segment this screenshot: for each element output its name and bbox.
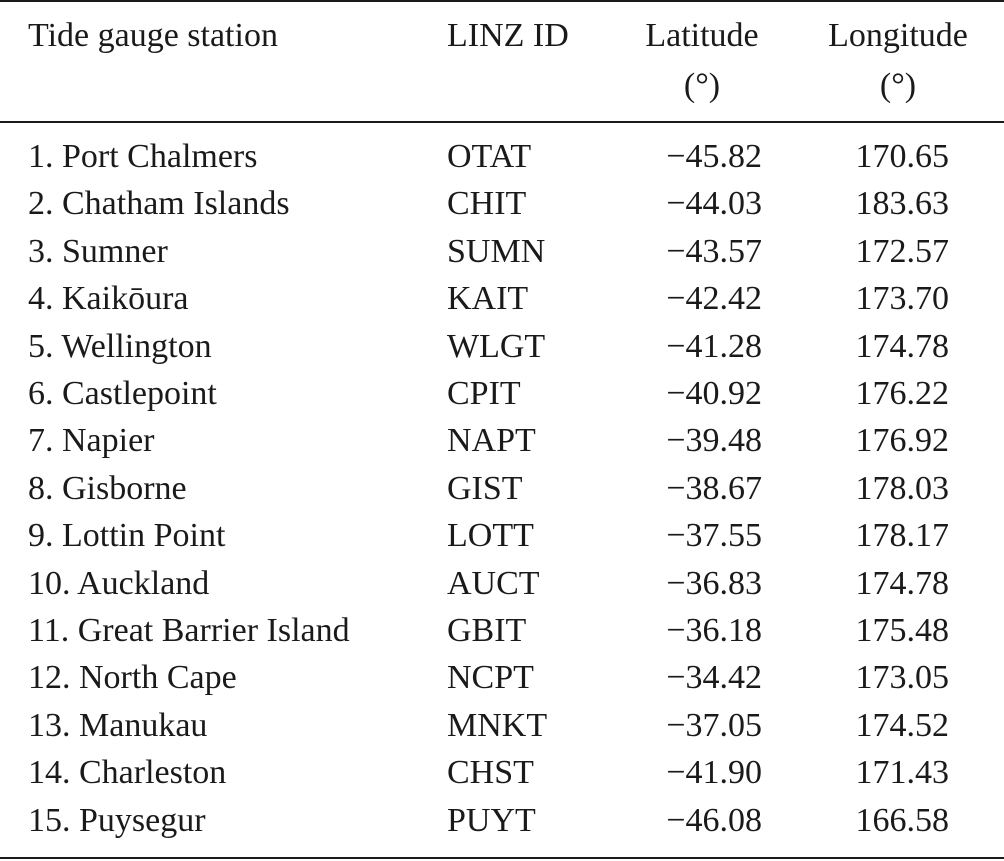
- longitude-value: 173.70: [855, 280, 950, 317]
- longitude-value: 174.78: [855, 565, 950, 602]
- longitude-value: 172.57: [855, 233, 950, 270]
- latitude-value: −41.90: [666, 754, 762, 791]
- longitude-value: 173.05: [855, 659, 950, 696]
- latitude-value: −41.28: [666, 328, 762, 365]
- latitude-value: −40.92: [666, 375, 762, 412]
- linz-id: PUYT: [447, 802, 536, 839]
- station-name: 1. Port Chalmers: [28, 138, 258, 175]
- header-latitude-unit: (°): [683, 67, 721, 104]
- linz-id: MNKT: [447, 707, 548, 744]
- latitude-value: −38.67: [666, 470, 762, 507]
- linz-id: CHIT: [447, 185, 527, 222]
- latitude-value: −39.48: [666, 422, 762, 459]
- station-name: 4. Kaikōura: [28, 280, 189, 317]
- longitude-value: 176.92: [855, 422, 950, 459]
- latitude-value: −45.82: [666, 138, 762, 175]
- linz-id: CHST: [447, 754, 534, 791]
- linz-id: AUCT: [447, 565, 540, 602]
- linz-id: NAPT: [447, 422, 536, 459]
- linz-id: LOTT: [447, 517, 534, 554]
- header-latitude: Latitude: [645, 17, 759, 54]
- station-name: 10. Auckland: [28, 565, 210, 602]
- latitude-value: −36.83: [666, 565, 762, 602]
- latitude-value: −44.03: [666, 185, 762, 222]
- longitude-value: 174.52: [855, 707, 950, 744]
- header-rule: [0, 121, 1004, 123]
- longitude-value: 166.58: [855, 802, 950, 839]
- latitude-value: −37.05: [666, 707, 762, 744]
- station-name: 15. Puysegur: [28, 802, 206, 839]
- longitude-value: 178.17: [855, 517, 950, 554]
- longitude-value: 178.03: [855, 470, 950, 507]
- header-station: Tide gauge station: [28, 17, 278, 54]
- header-linz-id: LINZ ID: [447, 17, 569, 54]
- top-rule: [0, 0, 1004, 2]
- linz-id: GBIT: [447, 612, 527, 649]
- bottom-rule: [0, 857, 1004, 859]
- longitude-value: 170.65: [855, 138, 950, 175]
- longitude-value: 183.63: [855, 185, 950, 222]
- station-name: 2. Chatham Islands: [28, 185, 290, 222]
- station-name: 14. Charleston: [28, 754, 227, 791]
- latitude-value: −34.42: [666, 659, 762, 696]
- longitude-value: 176.22: [855, 375, 950, 412]
- longitude-value: 174.78: [855, 328, 950, 365]
- station-name: 9. Lottin Point: [28, 517, 226, 554]
- longitude-value: 171.43: [855, 754, 950, 791]
- station-name: 6. Castlepoint: [28, 375, 217, 412]
- latitude-value: −46.08: [666, 802, 762, 839]
- header-longitude: Longitude: [828, 17, 968, 54]
- station-name: 12. North Cape: [28, 659, 237, 696]
- linz-id: SUMN: [447, 233, 546, 270]
- linz-id: NCPT: [447, 659, 534, 696]
- linz-id: OTAT: [447, 138, 532, 175]
- station-name: 8. Gisborne: [28, 470, 187, 507]
- latitude-value: −42.42: [666, 280, 762, 317]
- station-name: 7. Napier: [28, 422, 155, 459]
- latitude-value: −36.18: [666, 612, 762, 649]
- linz-id: CPIT: [447, 375, 521, 412]
- station-name: 3. Sumner: [28, 233, 168, 270]
- linz-id: WLGT: [447, 328, 546, 365]
- latitude-value: −43.57: [666, 233, 762, 270]
- longitude-value: 175.48: [855, 612, 950, 649]
- linz-id: KAIT: [447, 280, 529, 317]
- station-name: 11. Great Barrier Island: [28, 612, 350, 649]
- linz-id: GIST: [447, 470, 523, 507]
- station-name: 5. Wellington: [28, 328, 212, 365]
- latitude-value: −37.55: [666, 517, 762, 554]
- station-name: 13. Manukau: [28, 707, 208, 744]
- header-longitude-unit: (°): [879, 67, 917, 104]
